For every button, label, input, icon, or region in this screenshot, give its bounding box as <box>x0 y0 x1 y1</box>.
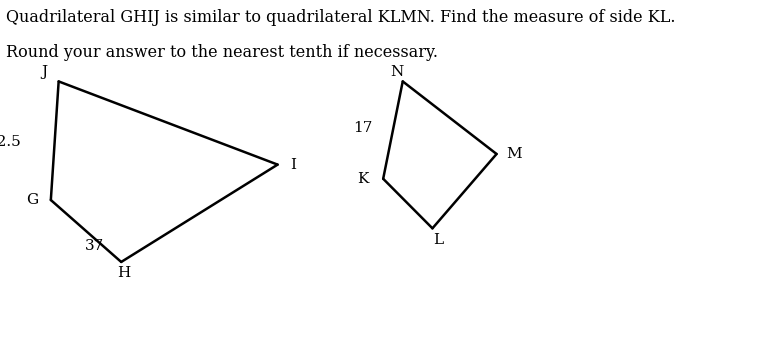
Text: Round your answer to the nearest tenth if necessary.: Round your answer to the nearest tenth i… <box>6 44 438 61</box>
Text: M: M <box>506 147 522 161</box>
Text: 37: 37 <box>84 239 104 253</box>
Text: L: L <box>434 233 443 247</box>
Text: N: N <box>390 64 403 79</box>
Text: 17: 17 <box>353 121 372 135</box>
Text: G: G <box>26 193 38 207</box>
Text: K: K <box>357 172 368 186</box>
Text: 52.5: 52.5 <box>0 135 22 149</box>
Text: Quadrilateral GHIJ is similar to quadrilateral KLMN. Find the measure of side KL: Quadrilateral GHIJ is similar to quadril… <box>6 9 676 26</box>
Text: J: J <box>41 64 48 79</box>
Text: H: H <box>117 266 130 280</box>
Text: I: I <box>290 158 296 172</box>
